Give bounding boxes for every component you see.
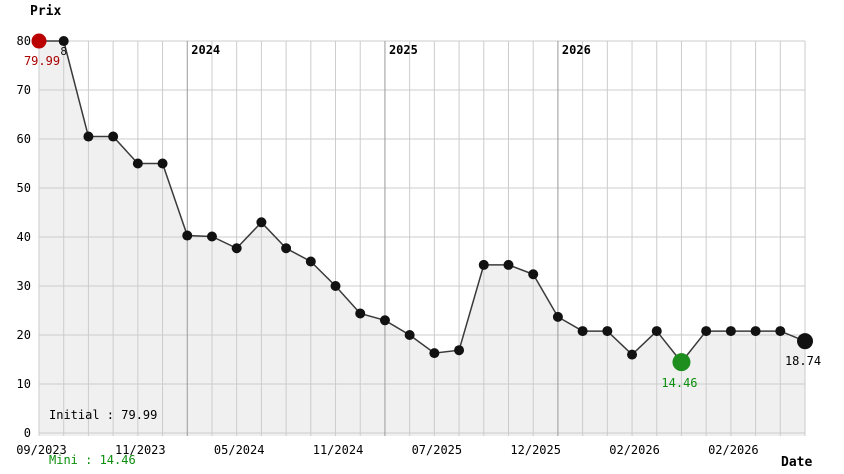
data-point: [182, 230, 193, 241]
y-tick-label: 30: [17, 279, 31, 293]
x-axis-title: Date: [781, 455, 813, 470]
data-point-min: [672, 353, 691, 372]
point-annotation: 8: [60, 45, 67, 58]
year-label: 2025: [389, 43, 418, 57]
y-tick-label: 60: [17, 132, 31, 146]
x-tick-label: 05/2024: [214, 443, 265, 457]
y-tick-label: 70: [17, 83, 31, 97]
point-annotation: 79.99: [24, 54, 60, 68]
x-tick-label: 11/2023: [115, 443, 166, 457]
data-point: [157, 158, 168, 169]
point-annotation: 14.46: [661, 376, 697, 390]
x-tick-label: 12/2025: [510, 443, 561, 457]
year-label: 2024: [191, 43, 220, 57]
point-annotation: 18.74: [785, 354, 821, 368]
y-tick-label: 40: [17, 230, 31, 244]
data-point: [355, 308, 366, 319]
legend-initial: Initial : 79.99: [49, 408, 158, 422]
data-point: [206, 231, 217, 242]
data-point: [256, 217, 267, 228]
data-point: [478, 259, 489, 270]
data-point: [528, 269, 539, 280]
data-point: [429, 348, 440, 359]
data-point: [58, 36, 69, 47]
data-point: [231, 243, 242, 254]
x-tick-label: 02/2026: [609, 443, 660, 457]
data-point: [404, 330, 415, 340]
y-tick-label: 0: [24, 426, 31, 440]
data-point: [577, 326, 588, 337]
x-tick-label: 02/2026: [708, 443, 759, 457]
x-tick-label: 11/2024: [313, 443, 364, 457]
data-point: [83, 131, 94, 142]
x-tick-label: 07/2025: [412, 443, 463, 457]
data-point: [651, 326, 662, 337]
data-point: [305, 256, 316, 267]
y-tick-label: 50: [17, 181, 31, 195]
y-tick-label: 80: [17, 34, 31, 48]
x-tick-label: 09/2023: [16, 443, 67, 457]
data-point: [132, 158, 143, 169]
data-point: [775, 326, 786, 337]
data-point: [750, 326, 761, 337]
year-label: 2026: [562, 43, 591, 57]
data-point: [281, 243, 292, 254]
data-point: [454, 345, 465, 356]
legend-mini: Mini : 14.46: [49, 453, 136, 467]
data-point: [330, 281, 341, 291]
data-point: [602, 326, 613, 337]
data-point: [701, 326, 712, 337]
data-point: [552, 311, 563, 322]
data-point-initial: [31, 33, 47, 49]
data-point: [379, 315, 390, 326]
y-tick-label: 20: [17, 328, 31, 342]
data-point: [108, 131, 119, 142]
data-point: [627, 349, 638, 360]
data-point: [725, 326, 736, 337]
data-point: [503, 259, 514, 270]
data-point-current: [797, 333, 814, 350]
y-axis-title: Prix: [30, 4, 62, 19]
y-tick-label: 10: [17, 377, 31, 391]
price-summary-legend: Initial : 79.99 Mini : 14.46 Max : 79.99…: [49, 378, 157, 474]
